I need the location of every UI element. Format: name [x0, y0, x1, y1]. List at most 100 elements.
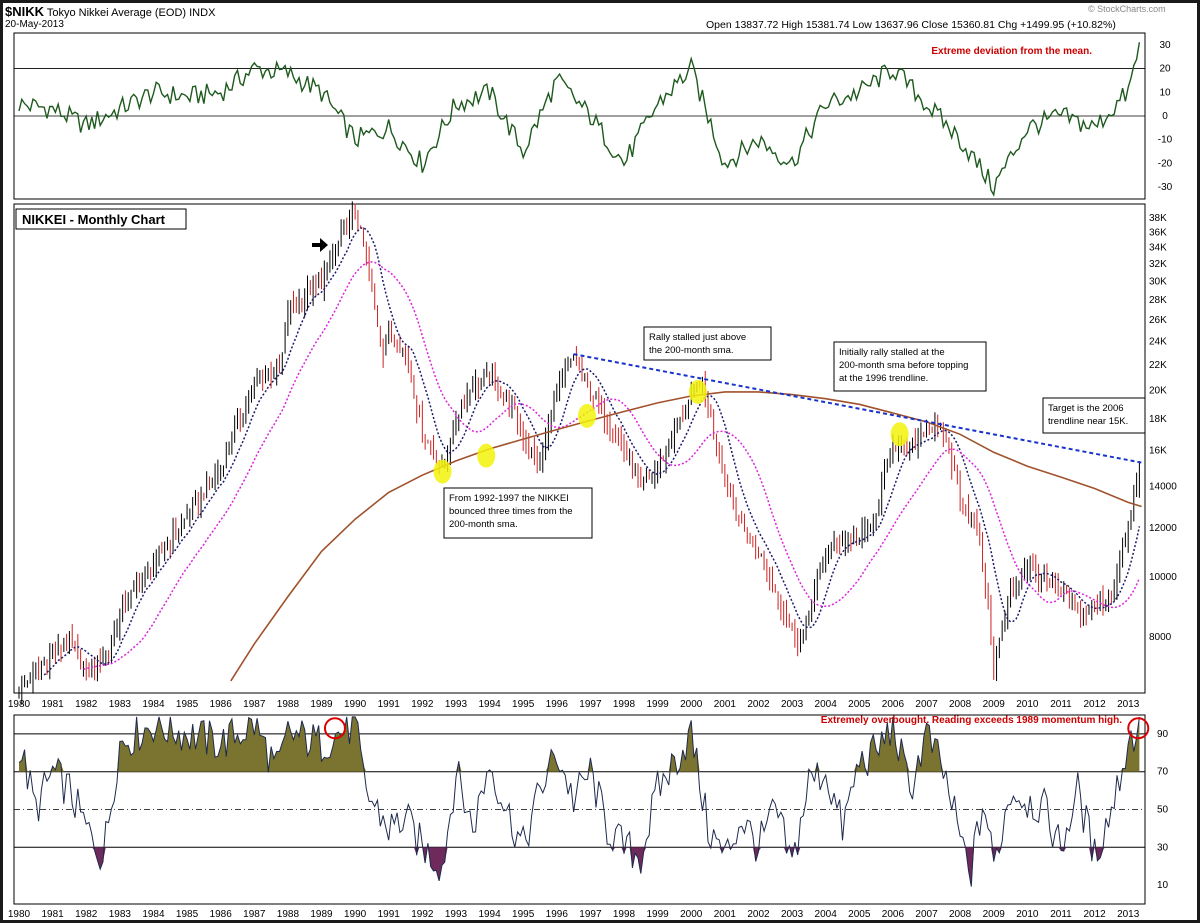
arrow-icon: [312, 238, 328, 252]
y-tick-label: 14000: [1149, 482, 1177, 493]
x-tick-label: 1988: [277, 699, 300, 710]
y-tick-label: 32K: [1149, 259, 1167, 270]
annotation-text: at the 1996 trendline.: [839, 373, 928, 384]
top-oscillator-panel: 30 20 10 0 -10 -20 -30 Extreme deviation from t…: [14, 40, 1173, 197]
oscillator-line: [18, 42, 1141, 197]
bounce-highlight: [433, 459, 452, 484]
annotation-text: Rally stalled just above: [649, 332, 746, 343]
y-tick-label: 30: [1159, 40, 1171, 51]
y-tick-label: -20: [1158, 158, 1173, 169]
x-tick-label: 2011: [1050, 699, 1072, 710]
x-tick-label: 1994: [478, 699, 501, 710]
x-tick-label: 2013: [1117, 909, 1140, 920]
symbol: $NIKK: [5, 4, 45, 19]
x-tick-label: 1996: [546, 909, 569, 920]
x-tick-label: 1997: [579, 699, 602, 710]
x-tick-label: 2000: [680, 909, 703, 920]
y-tick-label: 20K: [1149, 386, 1167, 397]
x-tick-label: 2013: [1117, 699, 1140, 710]
x-tick-label: 2005: [848, 909, 871, 920]
annotation-box: [1042, 397, 1146, 434]
bounce-highlight: [890, 422, 909, 447]
index-name: Tokyo Nikkei Average (EOD): [46, 7, 187, 19]
annotation-box: [443, 487, 593, 539]
x-tick-label: 2003: [781, 699, 804, 710]
x-tick-label: 2002: [747, 699, 770, 710]
momentum-line: [18, 716, 1140, 887]
x-tick-label: 1989: [310, 699, 333, 710]
x-tick-label: 1999: [647, 699, 670, 710]
exchange: INDX: [189, 7, 216, 19]
y-tick-label: 0: [1162, 111, 1168, 122]
annotation-text: trendline near 15K.: [1048, 416, 1128, 427]
annotation-text: Initially rally stalled at the: [839, 347, 945, 358]
x-tick-label: 1986: [210, 699, 233, 710]
x-tick-label: 1990: [344, 909, 367, 920]
momentum-highlight-circle: [323, 717, 346, 740]
momentum-highlight-circle: [1127, 717, 1150, 740]
x-tick-label: 1981: [41, 909, 64, 920]
bounce-highlight: [477, 443, 496, 468]
x-tick-label: 1984: [142, 699, 165, 710]
y-tick-label: 90: [1157, 729, 1169, 740]
x-tick-label: 1980: [8, 699, 31, 710]
x-tick-label: 2009: [983, 909, 1006, 920]
x-tick-label: 1995: [512, 909, 535, 920]
annotation-extreme-deviation: Extreme deviation from the mean.: [931, 46, 1092, 57]
x-tick-label: 1999: [647, 909, 670, 920]
x-tick-label: 1997: [579, 909, 602, 920]
x-tick-label: 2008: [949, 699, 972, 710]
x-tick-label: 2011: [1050, 909, 1072, 920]
x-tick-label: 2001: [714, 699, 737, 710]
annotation-text: 200-month sma before topping: [839, 360, 968, 371]
x-tick-label: 2003: [781, 909, 804, 920]
overbought-area: [19, 716, 1140, 772]
momentum-panel: 90 70 50 30 10 1980 1981 1982 1983 1984 1985 1986 19…: [8, 715, 1169, 920]
x-tick-label: 1984: [142, 909, 165, 920]
x-tick-label: 1983: [109, 909, 132, 920]
y-tick-label: 30K: [1149, 276, 1167, 287]
x-tick-label: 1981: [41, 699, 64, 710]
x-tick-label: 1985: [176, 909, 199, 920]
x-tick-label: 2006: [882, 699, 905, 710]
annotation-box: [833, 341, 987, 392]
y-tick-label: 30: [1157, 842, 1169, 853]
annotation-text: From 1992-1997 the NIKKEI: [449, 493, 569, 504]
x-tick-label: 1998: [613, 909, 636, 920]
x-tick-label: 2005: [848, 699, 871, 710]
x-tick-label: 1993: [445, 909, 468, 920]
x-tick-label: 1980: [8, 909, 31, 920]
x-tick-label: 1998: [613, 699, 636, 710]
y-tick-label: 38K: [1149, 213, 1167, 224]
x-tick-label: 1993: [445, 699, 468, 710]
y-tick-label: 34K: [1149, 243, 1167, 254]
x-tick-label: 2010: [1016, 699, 1039, 710]
y-tick-label: 10000: [1149, 572, 1177, 583]
x-tick-label: 2009: [983, 699, 1006, 710]
x-tick-label: 1992: [411, 909, 434, 920]
y-tick-label: 12000: [1149, 523, 1177, 534]
y-tick-label: 10: [1157, 880, 1169, 891]
annotation-text: bounced three times from the: [449, 506, 573, 517]
x-tick-label: 1991: [378, 909, 401, 920]
x-tick-label: 2004: [815, 909, 838, 920]
price-panel: 8000 10000 12000 14000 16K 18K 20K 22K 24K 26K 28K…: [8, 201, 1177, 710]
ohlc-readout: Open 13837.72 High 15381.74 Low 13637.96…: [706, 19, 1116, 31]
x-tick-label: 1986: [210, 909, 233, 920]
chart-title: NIKKEI - Monthly Chart: [22, 212, 166, 227]
x-tick-label: 2012: [1083, 909, 1106, 920]
x-tick-label: 2004: [815, 699, 838, 710]
y-tick-label: -10: [1158, 135, 1173, 146]
y-tick-label: 50: [1157, 805, 1169, 816]
y-tick-label: -30: [1158, 182, 1173, 193]
x-tick-label: 1990: [344, 699, 367, 710]
panel-border: [13, 203, 1146, 694]
annotation-box: [643, 326, 772, 361]
x-tick-label: 1989: [310, 909, 333, 920]
x-tick-label: 1983: [109, 699, 132, 710]
x-tick-label: 1991: [378, 699, 401, 710]
annotation-text: Target is the 2006: [1048, 403, 1124, 414]
bounce-highlight: [688, 379, 707, 404]
x-tick-label: 1982: [75, 699, 98, 710]
